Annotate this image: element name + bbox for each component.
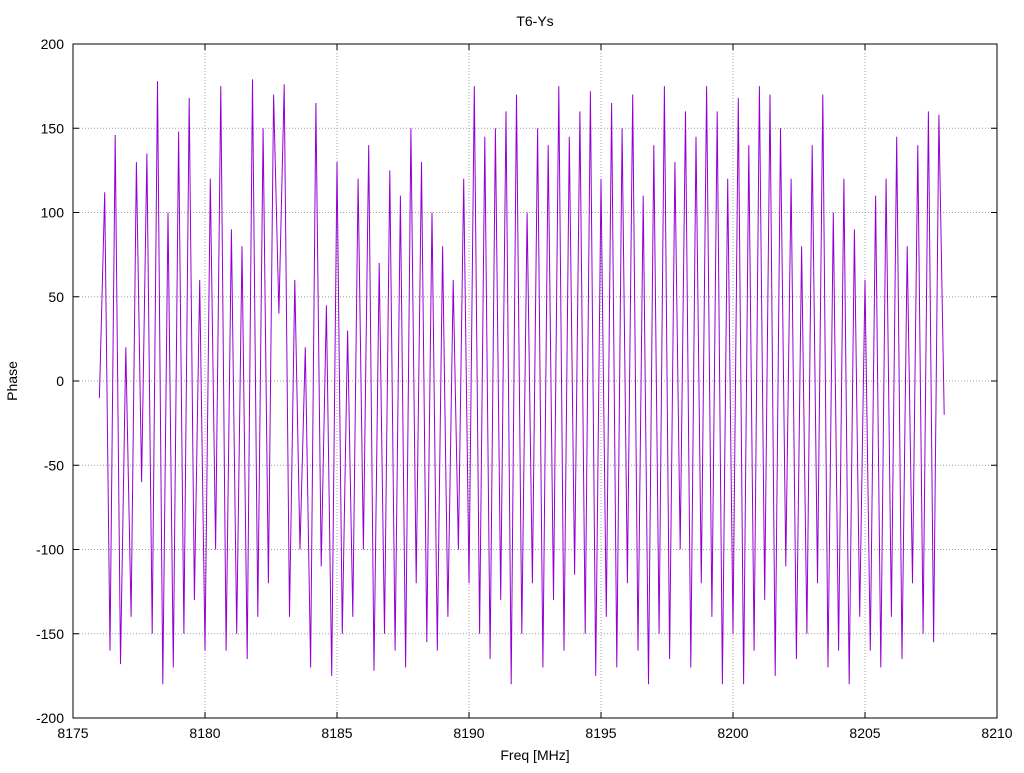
tick-labels: 8175 8180 8185 8190 8195 8200 8205 8210 -200 -150… — [36, 36, 1013, 741]
x-tick-label: 8185 — [321, 725, 352, 741]
x-tick-label: 8180 — [189, 725, 220, 741]
y-tick-label: 200 — [41, 36, 65, 52]
y-tick-label: -150 — [36, 626, 64, 642]
y-tick-label: -50 — [44, 457, 64, 473]
x-tick-label: 8190 — [453, 725, 484, 741]
x-axis-label: Freq [MHz] — [500, 747, 569, 763]
x-tick-label: 8210 — [981, 725, 1012, 741]
x-tick-label: 8205 — [849, 725, 880, 741]
x-tick-label: 8195 — [585, 725, 616, 741]
y-tick-label: -100 — [36, 542, 64, 558]
chart-title: T6-Ys — [516, 13, 553, 29]
x-tick-label: 8175 — [57, 725, 88, 741]
y-tick-label: 150 — [41, 120, 65, 136]
y-axis-label: Phase — [4, 361, 20, 401]
y-tick-label: 0 — [56, 373, 64, 389]
y-tick-label: 50 — [48, 289, 64, 305]
series-line-t6-ys — [98, 79, 945, 685]
y-tick-label: -200 — [36, 710, 64, 726]
y-tick-label: 100 — [41, 205, 65, 221]
plot-border — [72, 43, 998, 719]
x-tick-label: 8200 — [717, 725, 748, 741]
